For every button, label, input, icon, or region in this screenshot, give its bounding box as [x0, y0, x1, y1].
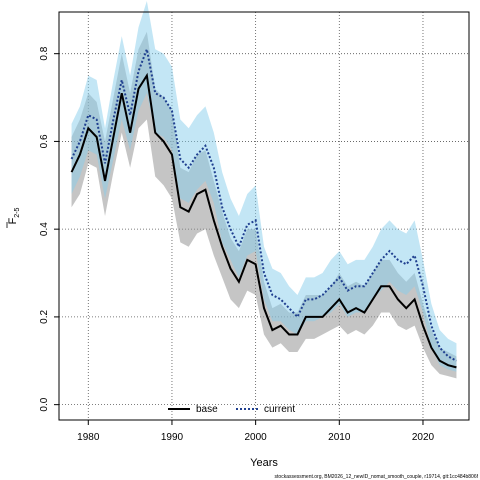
x-axis-ticks: 1980 1990 2000 2010 2020: [77, 420, 435, 443]
y-tick-label-0: 0.0: [39, 397, 50, 411]
legend-current-label: current: [264, 404, 295, 415]
footnote: stockassessment.org, BM2026_12_newID_nom…: [275, 474, 479, 480]
line-base: [70, 72, 457, 369]
confidence-bands: [71, 1, 457, 379]
plot-frame: [58, 11, 470, 421]
svg-text:F2-5: F2-5: [7, 207, 21, 224]
x-tick-label-2020: 2020: [412, 432, 435, 443]
y-axis-label-main: F: [7, 217, 19, 224]
legend-base-label: base: [196, 404, 218, 415]
x-tick-label-1980: 1980: [77, 432, 100, 443]
x-tick-label-2000: 2000: [245, 432, 268, 443]
y-axis-label: F2-5: [6, 207, 21, 228]
y-tick-label-4: 0.8: [39, 46, 50, 60]
y-tick-label-3: 0.6: [39, 134, 50, 148]
band-current: [71, 1, 457, 372]
y-axis-label-sub: 2-5: [14, 207, 21, 217]
y-axis-ticks: 0.0 0.2 0.4 0.6 0.8: [39, 46, 59, 412]
x-axis-label: Years: [250, 457, 278, 469]
line-current: [70, 45, 457, 362]
series-lines: [70, 45, 457, 369]
y-tick-label-2: 0.4: [39, 222, 50, 236]
x-tick-label-1990: 1990: [161, 432, 184, 443]
x-tick-label-2010: 2010: [328, 432, 351, 443]
legend: base current: [168, 404, 295, 415]
y-tick-label-1: 0.2: [39, 310, 50, 324]
